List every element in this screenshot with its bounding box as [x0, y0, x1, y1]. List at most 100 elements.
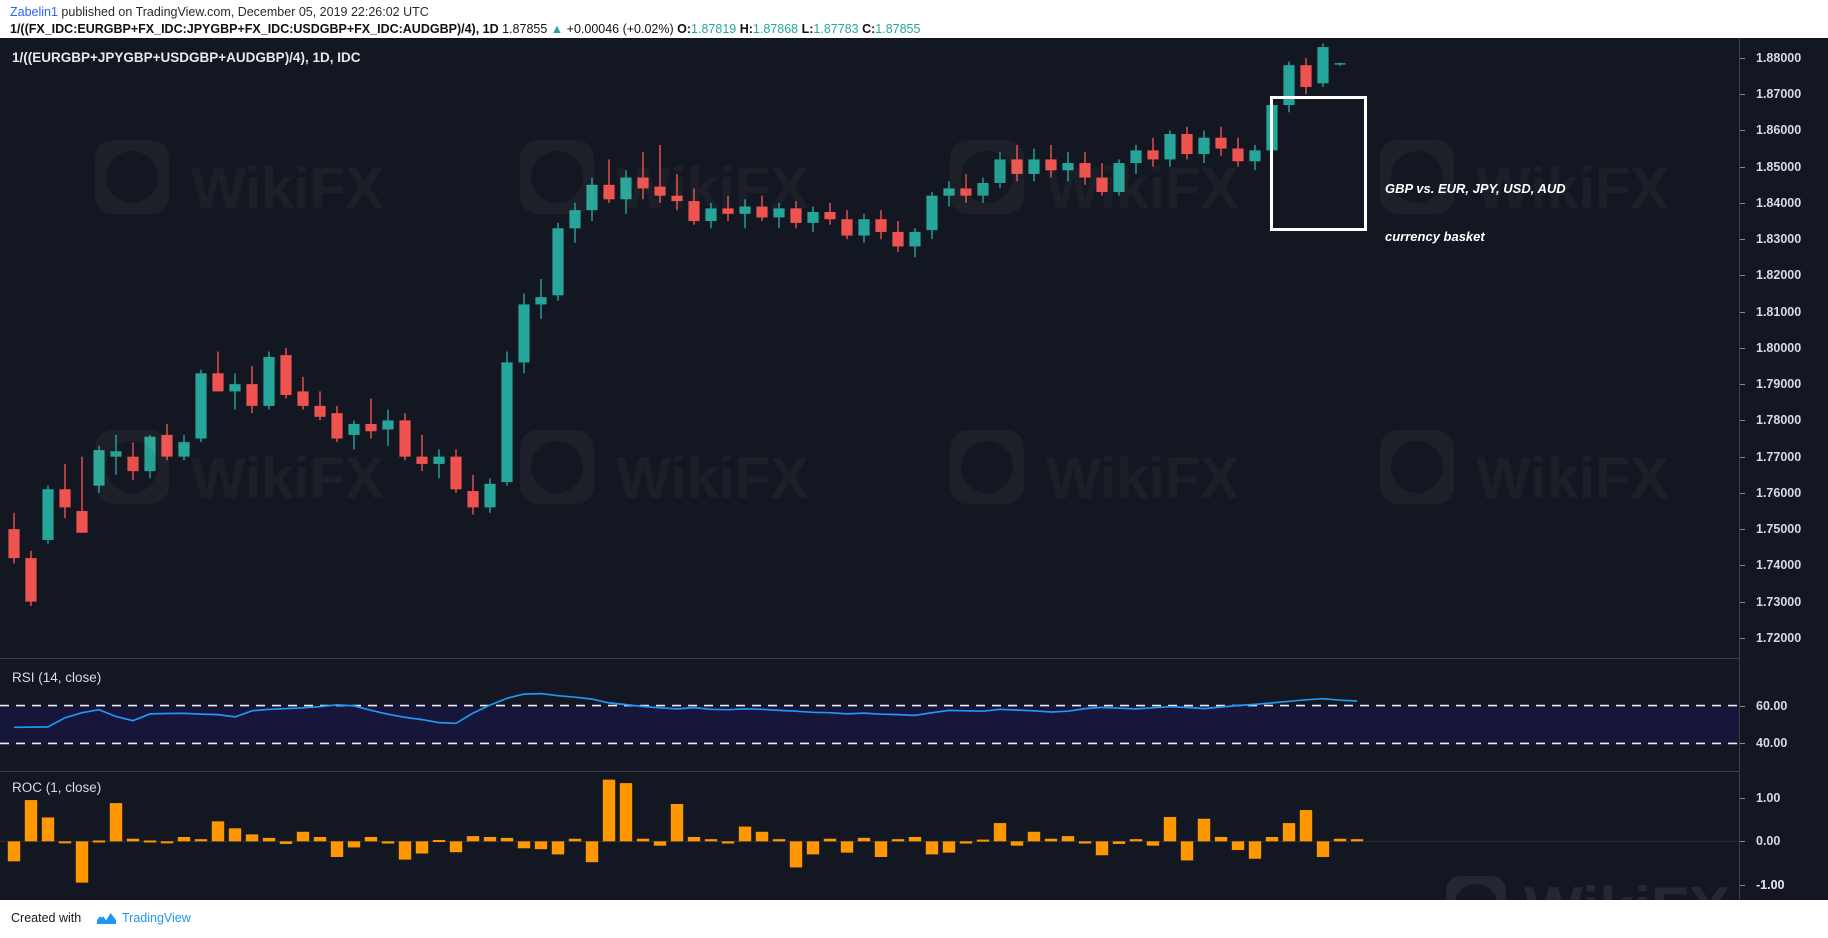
candle	[246, 366, 258, 414]
roc-bar	[1129, 839, 1143, 842]
price-axis-tick	[1740, 275, 1745, 277]
rsi-axis-tick	[1740, 743, 1745, 745]
roc-bar	[1248, 841, 1262, 859]
price-axis-label: 1.74000	[1756, 558, 1802, 573]
pane-divider-1	[0, 658, 1828, 659]
candle	[977, 177, 989, 203]
footer-bar: Created with TradingView	[0, 900, 1828, 938]
roc-bar	[704, 839, 718, 842]
rsi-pane-title[interactable]: RSI (14, close)	[12, 670, 102, 685]
price-axis-tick	[1740, 456, 1745, 458]
roc-bar	[806, 841, 820, 855]
price-axis-label: 1.83000	[1756, 232, 1802, 247]
chart-title: 1/((EURGBP+JPYGBP+USDGBP+AUDGBP)/4), 1D,…	[12, 50, 361, 65]
candle	[807, 206, 819, 232]
candle	[178, 434, 190, 461]
roc-bar	[92, 840, 106, 843]
candle	[59, 463, 71, 519]
candle	[399, 413, 411, 461]
last-price: 1.87855	[502, 22, 548, 36]
candle	[620, 170, 632, 214]
close-label: C:	[862, 22, 876, 36]
roc-bar	[517, 841, 531, 849]
roc-bar	[109, 803, 123, 842]
roc-bar	[7, 841, 21, 862]
annotation-text[interactable]: GBP vs. EUR, JPY, USD, AUD currency bask…	[1385, 148, 1566, 278]
roc-bar	[585, 841, 599, 863]
candle	[382, 409, 394, 446]
candle	[450, 449, 462, 493]
candle	[331, 405, 343, 443]
price-axis-label: 1.76000	[1756, 485, 1802, 500]
price-axis[interactable]: 1.88000 1.87000 1.86000 1.85000 1.84000 1.830…	[1739, 38, 1828, 900]
price-pane[interactable]	[0, 38, 1739, 656]
price-axis-tick	[1740, 601, 1745, 603]
roc-bar	[874, 841, 888, 857]
candle	[263, 351, 275, 410]
price-axis-tick	[1740, 565, 1745, 567]
candle	[1164, 130, 1176, 167]
roc-bar	[993, 823, 1007, 842]
annotation-rectangle[interactable]	[1270, 96, 1367, 231]
rsi-band	[0, 705, 1739, 744]
candle	[433, 449, 445, 479]
roc-bar	[75, 841, 89, 883]
published-text: published on TradingView.com, December 0…	[57, 5, 429, 19]
roc-bar	[1350, 839, 1364, 842]
candle	[824, 202, 836, 225]
roc-bar	[245, 834, 259, 842]
roc-bar	[262, 837, 276, 842]
roc-bar	[41, 817, 55, 842]
price-axis-label: 1.87000	[1756, 87, 1802, 102]
rsi-axis-label: 40.00	[1756, 736, 1788, 751]
price-axis-label: 1.73000	[1756, 594, 1802, 609]
roc-bar	[687, 837, 701, 842]
roc-bar	[1231, 841, 1245, 851]
roc-bar	[1027, 831, 1041, 842]
candle	[144, 434, 156, 479]
rsi-axis-tick	[1740, 705, 1745, 707]
symbol-title[interactable]: 1/((FX_IDC:EURGBP+FX_IDC:JPYGBP+FX_IDC:U…	[10, 22, 499, 36]
roc-bar	[1214, 837, 1228, 842]
price-axis-tick	[1740, 384, 1745, 386]
price-axis-tick	[1740, 311, 1745, 313]
tradingview-brand-link[interactable]: TradingView	[122, 911, 191, 925]
created-with-label: Created with	[11, 911, 82, 925]
roc-bar	[857, 837, 871, 842]
roc-pane-title[interactable]: ROC (1, close)	[12, 780, 102, 795]
roc-axis-label: 0.00	[1756, 834, 1781, 849]
candle	[1045, 144, 1057, 178]
candle	[586, 177, 598, 222]
price-change: +0.00046 (+0.02%)	[566, 22, 674, 36]
roc-bar	[534, 841, 548, 850]
roc-pane[interactable]	[0, 774, 1739, 900]
roc-bar	[466, 836, 480, 842]
candle	[569, 202, 581, 243]
price-axis-tick	[1740, 202, 1745, 204]
author-link[interactable]: Zabelin1	[10, 5, 58, 19]
price-axis-label: 1.77000	[1756, 449, 1802, 464]
roc-bar	[1316, 841, 1330, 857]
roc-bar	[330, 841, 344, 857]
candle	[552, 222, 564, 301]
roc-bar	[143, 840, 157, 843]
candle	[773, 202, 785, 229]
roc-bar	[432, 840, 446, 843]
annotation-line-2: currency basket	[1385, 229, 1485, 245]
high-value: 1.87868	[752, 22, 799, 36]
chart-canvas[interactable]: WikiFX WikiFX WikiFX WikiFX WikiFX WikiFX Wiki…	[0, 38, 1828, 900]
roc-bar	[1078, 841, 1092, 844]
pane-divider-2	[0, 771, 1828, 772]
candle	[1317, 43, 1329, 87]
roc-bar	[1299, 810, 1313, 842]
roc-bar	[160, 841, 174, 844]
candle	[722, 195, 734, 222]
candle	[467, 474, 479, 515]
roc-bar	[296, 831, 310, 842]
price-axis-label: 1.79000	[1756, 377, 1802, 392]
rsi-pane[interactable]	[0, 660, 1739, 770]
price-axis-tick	[1740, 57, 1745, 59]
price-axis-tick	[1740, 94, 1745, 96]
roc-bar	[670, 803, 684, 842]
candle	[1062, 152, 1074, 182]
